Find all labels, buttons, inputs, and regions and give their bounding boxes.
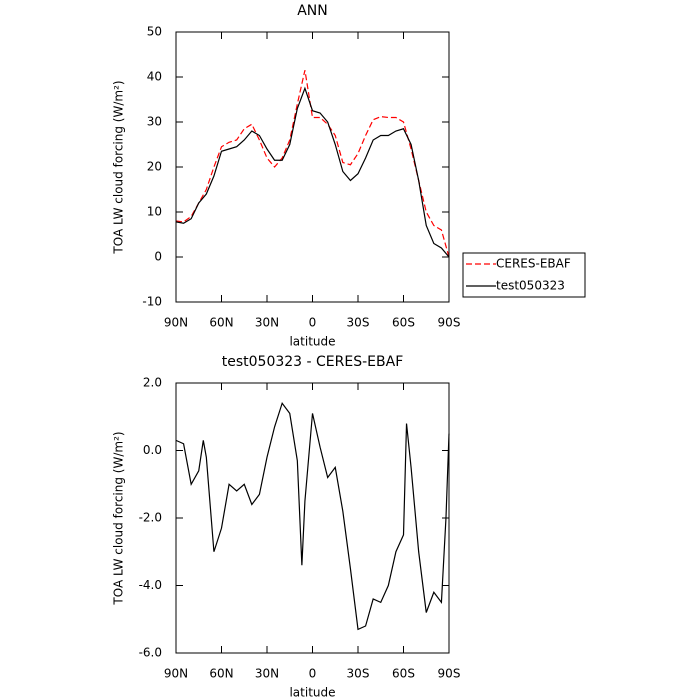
plot-frame xyxy=(175,31,450,303)
x-tick-label: 0 xyxy=(309,667,317,681)
data-line xyxy=(175,70,450,258)
x-tick-label: 90N xyxy=(164,667,188,681)
data-line xyxy=(175,401,450,631)
y-tick-label: 0.0 xyxy=(143,443,162,457)
legend: CERES-EBAF test050323 xyxy=(462,252,586,298)
y-tick-label: 30 xyxy=(147,115,162,129)
x-tick-label: 30S xyxy=(347,316,370,330)
y-axis-label: TOA LW cloud forcing (W/m²) xyxy=(112,80,126,254)
y-tick-label: 0 xyxy=(154,250,162,264)
x-tick-label: 30N xyxy=(255,667,279,681)
y-tick-label: 50 xyxy=(147,25,162,39)
x-tick-label: 90N xyxy=(164,316,188,330)
y-tick-label: -2.0 xyxy=(139,511,162,525)
x-tick-label: 90S xyxy=(438,667,461,681)
y-tick-label: -6.0 xyxy=(139,646,162,660)
legend-label: test050323 xyxy=(496,279,565,293)
x-tick-label: 60S xyxy=(392,316,415,330)
x-axis-label: latitude xyxy=(289,686,335,700)
x-tick-label: 60N xyxy=(209,667,233,681)
y-tick-label: 20 xyxy=(147,160,162,174)
data-line xyxy=(175,86,450,258)
chart-title: test050323 - CERES-EBAF xyxy=(222,354,404,370)
y-tick-label: 10 xyxy=(147,205,162,219)
y-tick-label: -10 xyxy=(142,295,162,309)
y-axis-label: TOA LW cloud forcing (W/m²) xyxy=(112,431,126,605)
x-tick-label: 90S xyxy=(438,316,461,330)
plot-frame xyxy=(175,382,450,654)
legend-box xyxy=(462,252,586,298)
x-axis-label: latitude xyxy=(289,335,335,349)
y-tick-label: 40 xyxy=(147,70,162,84)
x-tick-label: 0 xyxy=(309,316,317,330)
y-tick-label: -4.0 xyxy=(139,578,162,592)
y-tick-label: 2.0 xyxy=(143,376,162,390)
x-tick-label: 30N xyxy=(255,316,279,330)
chart-title: ANN xyxy=(297,3,328,19)
legend-label: CERES-EBAF xyxy=(496,257,571,271)
x-tick-label: 60N xyxy=(209,316,233,330)
x-tick-label: 60S xyxy=(392,667,415,681)
x-tick-label: 30S xyxy=(347,667,370,681)
